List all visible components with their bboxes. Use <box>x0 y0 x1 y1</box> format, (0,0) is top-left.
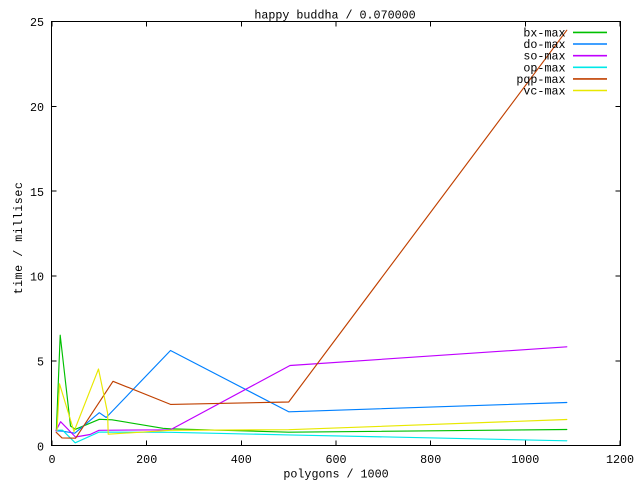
svg-text:5: 5 <box>37 356 44 370</box>
svg-text:polygons / 1000: polygons / 1000 <box>283 467 388 480</box>
svg-text:time / millisec: time / millisec <box>12 182 26 295</box>
svg-text:400: 400 <box>231 453 252 467</box>
svg-text:vc-max: vc-max <box>523 85 565 99</box>
svg-text:bx-max: bx-max <box>523 26 565 40</box>
svg-text:so-max: so-max <box>523 50 565 64</box>
svg-text:800: 800 <box>420 453 441 467</box>
svg-text:15: 15 <box>30 186 44 200</box>
svg-text:25: 25 <box>30 16 44 30</box>
svg-text:pqp-max: pqp-max <box>516 73 565 87</box>
svg-text:1000: 1000 <box>511 453 539 467</box>
svg-text:1200: 1200 <box>606 453 634 467</box>
svg-text:0: 0 <box>48 453 55 467</box>
svg-text:happy buddha / 0.070000: happy buddha / 0.070000 <box>254 8 415 22</box>
svg-text:600: 600 <box>325 453 346 467</box>
svg-text:0: 0 <box>37 440 44 454</box>
svg-text:do-max: do-max <box>523 38 565 52</box>
svg-text:200: 200 <box>136 453 157 467</box>
svg-text:20: 20 <box>30 101 44 115</box>
svg-text:10: 10 <box>30 271 44 285</box>
svg-text:op-max: op-max <box>523 61 565 75</box>
